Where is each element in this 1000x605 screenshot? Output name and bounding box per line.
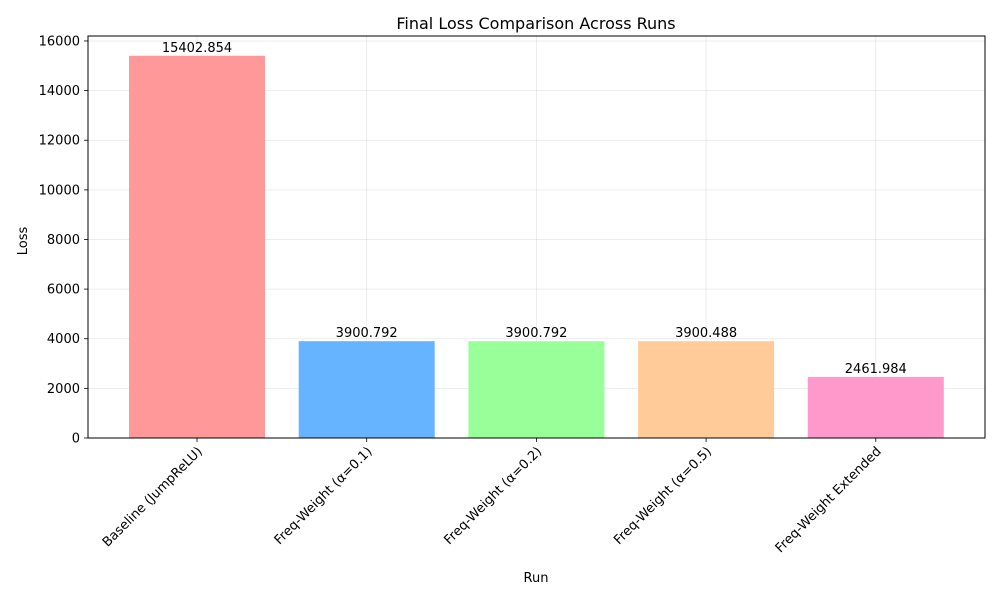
y-tick-label: 12000 [39,134,80,149]
x-axis-label: Run [524,571,549,586]
bars [129,55,944,438]
y-tick-label: 16000 [39,34,80,49]
y-tick-label: 4000 [47,332,80,347]
bar [468,341,605,438]
y-tick-label: 8000 [47,233,80,248]
bar-value-label: 2461.984 [845,362,907,377]
data-labels: 15402.854 3900.792 3900.792 3900.488 2461.98… [162,41,907,377]
bar [298,341,435,438]
bar [638,341,775,438]
bar-value-label: 3900.792 [336,326,398,341]
y-tick-label: 0 [72,432,80,447]
y-axis-label: Loss [16,227,31,256]
chart-title: Final Loss Comparison Across Runs [396,14,675,33]
bar [129,55,265,438]
bar-value-label: 3900.792 [505,326,567,341]
y-tick-label: 2000 [47,382,80,397]
y-tick-label: 6000 [47,283,80,298]
y-tick-label: 14000 [39,84,80,99]
y-tick-label: 10000 [39,183,80,198]
bar-value-label: 15402.854 [162,41,232,56]
bar-value-label: 3900.488 [675,326,737,341]
bar [807,376,944,438]
